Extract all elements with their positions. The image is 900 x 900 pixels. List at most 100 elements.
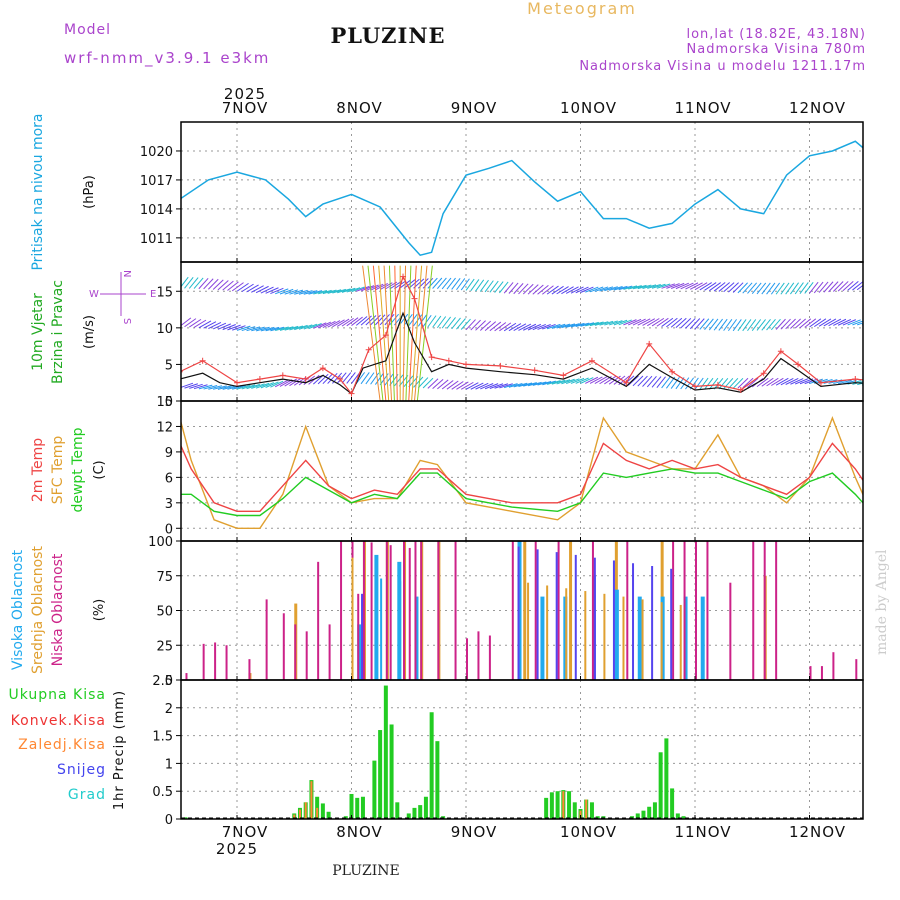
gust-marker <box>737 387 744 394</box>
precip-total-bar <box>670 788 675 819</box>
wind-barb <box>670 282 685 289</box>
cloud-low-bar <box>683 541 686 680</box>
y-tick-label: 1 <box>165 757 173 772</box>
wind-barb <box>313 322 327 329</box>
wind-barb <box>470 382 484 390</box>
gust-marker <box>365 346 372 353</box>
wind-barb <box>628 285 642 290</box>
gust-marker <box>777 348 784 355</box>
cloud-low-bar <box>729 582 732 680</box>
gust-marker <box>199 357 206 364</box>
wind-barb <box>422 314 432 327</box>
y-tick-label: 50 <box>156 605 173 620</box>
wind-barb <box>637 318 651 326</box>
wind-barb <box>818 281 829 293</box>
wind-barb <box>556 379 571 385</box>
wind-barb <box>232 385 246 390</box>
wind-barb <box>270 287 284 295</box>
wind-barb <box>594 376 608 385</box>
wind-barb <box>847 319 861 326</box>
date-label-top: 8NOV <box>336 99 383 117</box>
wind-barb <box>332 288 347 294</box>
wind-barb <box>360 285 375 292</box>
wind-barb <box>775 377 789 386</box>
wind-barb <box>346 372 356 384</box>
wind-barb <box>527 323 542 331</box>
wind-barb <box>251 285 264 293</box>
wind-barb <box>289 325 304 331</box>
wind-barb <box>317 321 332 329</box>
wind-barb <box>217 280 229 291</box>
wind-barb <box>303 323 318 330</box>
y-tick-label: 1014 <box>140 203 173 218</box>
wind-barb <box>751 319 762 331</box>
cloud-band-bar <box>632 563 635 680</box>
precip-conv-bar <box>298 809 301 819</box>
wind-barb <box>198 384 213 390</box>
wind-barb <box>689 377 699 390</box>
cloud-mid-bar <box>569 541 573 680</box>
wind-barb <box>265 287 279 294</box>
precip-total-bar <box>681 816 686 819</box>
wind-barb <box>799 282 809 295</box>
cloud-band-bar <box>546 585 549 680</box>
wind-barb <box>484 321 497 332</box>
temp-axis-labels: 2m Temp SFC Temp dewpt Temp (C) <box>30 427 107 512</box>
wind-barb <box>489 321 502 332</box>
wind-barb <box>265 326 280 332</box>
wind-barb <box>570 322 585 328</box>
wind-barb <box>184 277 194 289</box>
cloud-band-bar <box>574 554 577 680</box>
gust-marker <box>302 376 309 383</box>
wind-ylabel-2: Brzina i Pravac <box>50 280 66 384</box>
cloud-band-bar <box>399 581 402 680</box>
cloud-band-bar <box>527 582 530 680</box>
wind-barb <box>284 378 297 387</box>
wind-barb <box>809 281 819 294</box>
wind-barb <box>613 285 628 291</box>
wind-barb <box>818 318 832 327</box>
precip-total-bar <box>395 802 400 819</box>
wind-barb <box>270 326 285 332</box>
cloud-low-bar <box>282 613 285 680</box>
wind-barb <box>494 281 504 293</box>
wind-barb <box>723 319 733 331</box>
wind-barb <box>341 287 356 293</box>
wind-barb <box>599 286 614 292</box>
cloud-band-bar <box>670 568 673 680</box>
wind-barb <box>886 282 899 288</box>
panel-frame <box>180 400 864 542</box>
date-label-top: 9NOV <box>451 99 498 117</box>
meteogram-label: Meteogram <box>527 0 637 18</box>
wind-barb <box>699 282 712 291</box>
storm-barb <box>411 265 423 401</box>
wind-barb <box>813 318 827 328</box>
wind-barb <box>537 324 551 330</box>
wind-barb <box>761 282 771 295</box>
wind-barb <box>642 375 653 387</box>
wind-barb <box>561 378 575 385</box>
wind-barb <box>642 318 656 326</box>
wind-barb <box>322 320 336 328</box>
precip-total-bar <box>641 810 646 819</box>
cloud-low-bar <box>695 541 697 680</box>
wind-barb <box>670 376 680 389</box>
cloud-low-bar <box>763 541 766 680</box>
cloud-low-bar <box>895 652 897 680</box>
storm-barb <box>405 265 412 401</box>
wind-barb <box>394 374 404 387</box>
wind-barb <box>852 281 863 291</box>
wind-barb <box>346 287 361 293</box>
wind-barb <box>876 381 889 386</box>
wind-barb <box>685 282 699 290</box>
wind-barb <box>246 383 261 390</box>
precip-label-5: Grad <box>68 787 106 803</box>
storm-barb <box>362 265 381 401</box>
cloud-low-bar <box>362 541 365 680</box>
station-title: PLUZINE <box>330 23 445 48</box>
compass-w: W <box>89 289 99 300</box>
cloud-low-bar <box>317 561 320 680</box>
precip-total-bar <box>383 685 388 819</box>
wind-barb <box>537 285 549 295</box>
